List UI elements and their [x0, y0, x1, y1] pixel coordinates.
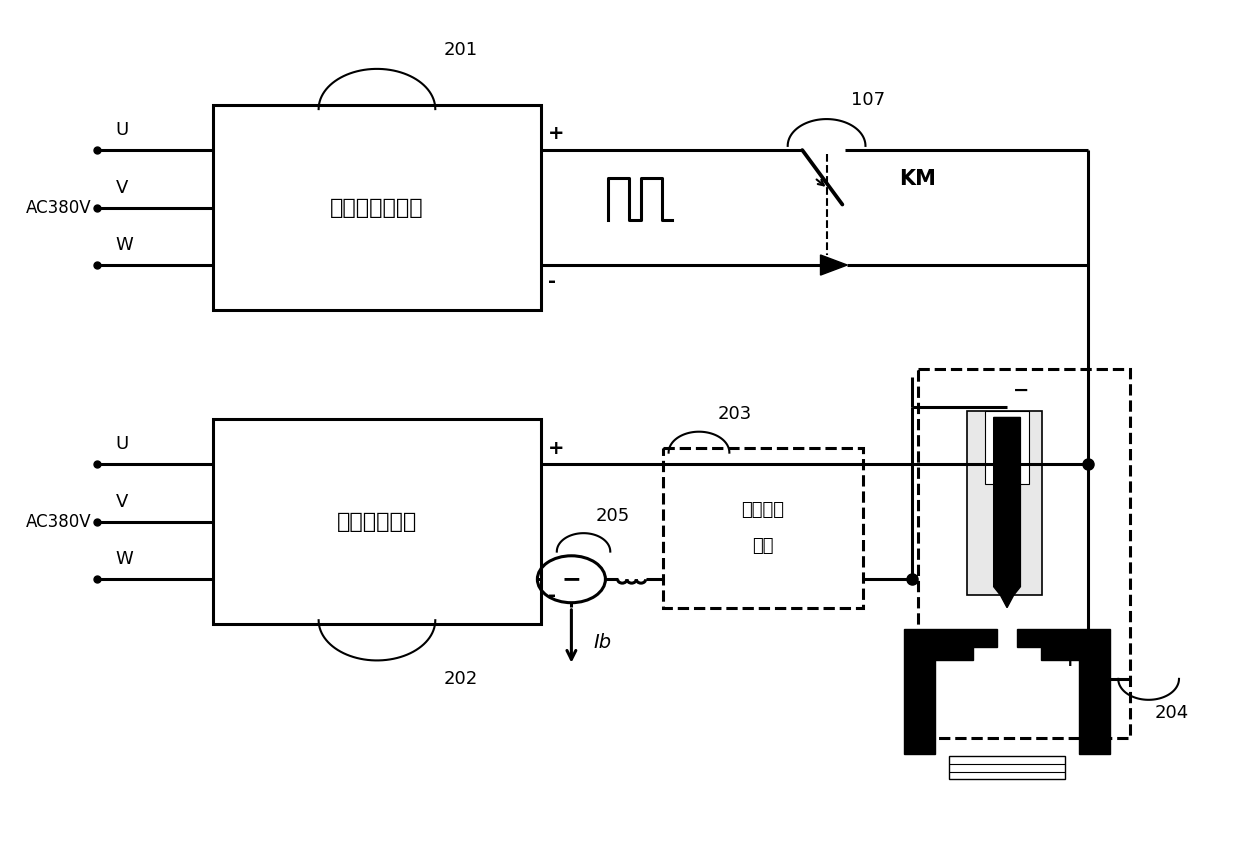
Polygon shape — [904, 628, 997, 754]
Text: KM: KM — [899, 169, 936, 190]
Text: -: - — [548, 586, 557, 605]
Text: 202: 202 — [444, 670, 479, 688]
Text: 205: 205 — [595, 507, 630, 525]
Text: W: W — [115, 551, 134, 569]
Bar — [213, 419, 541, 624]
Bar — [213, 105, 541, 310]
Polygon shape — [993, 417, 1021, 608]
Bar — [949, 756, 1065, 780]
Text: AC380V: AC380V — [26, 198, 92, 216]
Text: 201: 201 — [444, 41, 477, 59]
Text: 超音频脉冲电源: 超音频脉冲电源 — [330, 198, 424, 217]
Bar — [967, 410, 1043, 595]
Text: 基值直流电源: 基值直流电源 — [337, 512, 417, 532]
Text: +: + — [548, 124, 564, 144]
Polygon shape — [821, 255, 847, 275]
Polygon shape — [1017, 628, 1110, 754]
Text: Ib: Ib — [593, 634, 611, 652]
Text: U: U — [115, 121, 129, 139]
Text: -: - — [548, 272, 557, 291]
Text: 高频引弧: 高频引弧 — [742, 501, 784, 519]
Text: U: U — [115, 435, 129, 453]
Text: +: + — [548, 439, 564, 457]
Text: V: V — [115, 179, 128, 197]
Text: −: − — [562, 567, 582, 592]
Text: 203: 203 — [717, 405, 751, 423]
Text: W: W — [115, 236, 134, 254]
Text: V: V — [115, 492, 128, 511]
Bar — [662, 449, 863, 608]
Bar — [985, 410, 1029, 485]
Text: 204: 204 — [1154, 704, 1189, 722]
Text: −: − — [1013, 380, 1029, 400]
Text: AC380V: AC380V — [26, 513, 92, 531]
Bar — [918, 369, 1131, 738]
Text: +: + — [1063, 652, 1079, 670]
Text: 107: 107 — [851, 91, 885, 109]
Text: 电路: 电路 — [751, 538, 774, 556]
